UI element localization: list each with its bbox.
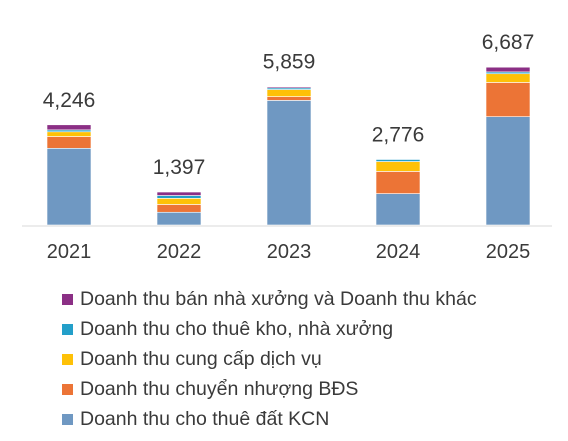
legend-item-series-4: Doanh thu bán nhà xưởng và Doanh thu khá… — [62, 284, 477, 314]
bar-segment-2024-series-3 — [375, 159, 421, 162]
bar-segment-2021-series-1 — [46, 136, 92, 149]
legend-swatch — [62, 323, 73, 335]
legend-item-series-2: Doanh thu cung cấp dịch vụ — [62, 344, 477, 374]
legend-item-series-0: Doanh thu cho thuê đất KCN — [62, 404, 477, 434]
total-label-2021: 4,246 — [43, 89, 96, 112]
legend-label: Doanh thu bán nhà xưởng và Doanh thu khá… — [80, 287, 477, 310]
x-tick-label-2021: 2021 — [47, 241, 92, 263]
bar-segment-2022-series-3 — [156, 195, 202, 199]
x-tick-label-2022: 2022 — [157, 241, 202, 263]
legend-label: Doanh thu cung cấp dịch vụ — [80, 347, 322, 370]
bar-segment-2025-series-1 — [485, 82, 531, 117]
legend-item-series-3: Doanh thu cho thuê kho, nhà xưởng — [62, 314, 477, 344]
bar-segment-2024-series-2 — [375, 161, 421, 172]
legend-swatch — [62, 413, 73, 425]
legend-swatch — [62, 353, 73, 365]
bar-segment-2023-series-0 — [266, 100, 312, 226]
bar-segment-2022-series-0 — [156, 211, 202, 226]
bar-segment-2022-series-2 — [156, 198, 202, 205]
total-label-2022: 1,397 — [153, 156, 206, 179]
total-label-2025: 6,687 — [482, 31, 535, 54]
bar-segment-2022-series-4 — [156, 191, 202, 196]
bar-segment-2023-series-1 — [266, 96, 312, 101]
bar-segment-2024-series-1 — [375, 171, 421, 194]
x-tick-label-2025: 2025 — [486, 241, 531, 263]
bar-segment-2025-series-0 — [485, 116, 531, 226]
bar-segment-2021-series-0 — [46, 148, 92, 226]
bar-segment-2024-series-0 — [375, 193, 421, 226]
bar-segment-2025-series-4 — [485, 66, 531, 73]
bar-segment-2025-series-2 — [485, 73, 531, 83]
chart-legend: Doanh thu bán nhà xưởng và Doanh thu khá… — [62, 284, 477, 434]
legend-swatch — [62, 293, 73, 305]
x-tick-label-2023: 2023 — [267, 241, 312, 263]
bar-segment-2021-series-2 — [46, 131, 92, 137]
x-tick-label-2024: 2024 — [376, 241, 421, 263]
bar-segment-2021-series-4 — [46, 124, 92, 131]
total-label-2023: 5,859 — [263, 51, 316, 74]
legend-label: Doanh thu cho thuê đất KCN — [80, 407, 330, 430]
total-label-2024: 2,776 — [372, 123, 425, 146]
bar-segment-2023-series-4 — [266, 86, 312, 89]
legend-swatch — [62, 383, 73, 395]
legend-label: Doanh thu cho thuê kho, nhà xưởng — [80, 317, 394, 340]
legend-label: Doanh thu chuyển nhượng BĐS — [80, 377, 359, 400]
legend-item-series-1: Doanh thu chuyển nhượng BĐS — [62, 374, 477, 404]
bar-segment-2022-series-1 — [156, 204, 202, 213]
bar-segment-2023-series-2 — [266, 89, 312, 97]
